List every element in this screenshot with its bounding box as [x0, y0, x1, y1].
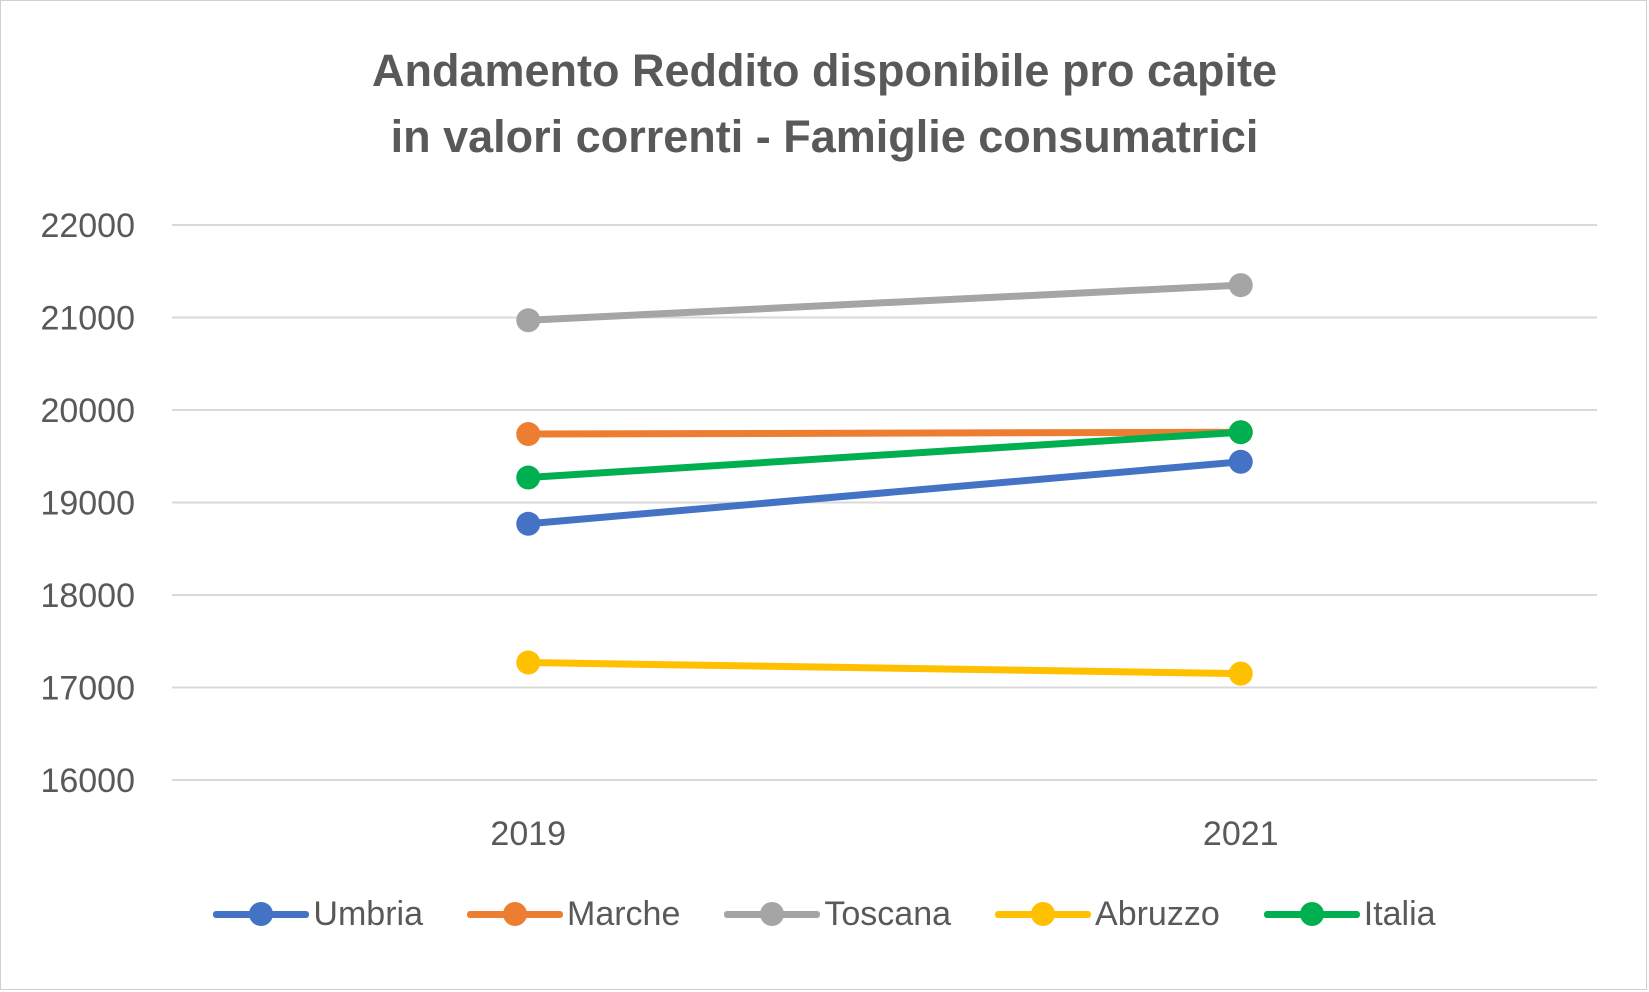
series-line — [524, 428, 1245, 438]
gridlines — [172, 224, 1597, 781]
legend-item-marche: Marche — [467, 897, 680, 931]
series-lines — [516, 273, 1253, 686]
series-line — [524, 659, 1245, 678]
data-point — [1228, 420, 1253, 445]
legend-marker-icon — [467, 899, 563, 929]
data-point — [1228, 449, 1253, 474]
data-point — [516, 511, 541, 536]
series-abruzzo — [516, 650, 1253, 686]
legend-label: Toscana — [824, 895, 952, 933]
legend-marker-icon — [213, 899, 310, 929]
data-point — [1228, 273, 1253, 298]
legend-marker-icon — [724, 899, 821, 929]
data-point — [516, 650, 541, 675]
legend-item-toscana: Toscana — [724, 897, 951, 931]
series-line — [524, 428, 1245, 482]
series-umbria — [516, 449, 1253, 536]
x-tick-label: 2019 — [490, 815, 566, 853]
series-line — [524, 458, 1245, 528]
legend-item-italia: Italia — [1263, 895, 1436, 933]
x-tick-label: 2021 — [1203, 815, 1279, 853]
y-tick-label: 20000 — [40, 392, 135, 430]
legend-label: Abruzzo — [1095, 895, 1220, 933]
series-italia — [516, 420, 1253, 490]
legend-item-abruzzo: Abruzzo — [995, 897, 1220, 931]
y-axis-ticks: 16000 17000 18000 19000 20000 21000 22000 — [40, 207, 135, 800]
series-line — [524, 281, 1245, 324]
y-tick-label: 19000 — [40, 485, 135, 523]
legend-label: Italia — [1363, 895, 1436, 933]
legend-label: Umbria — [313, 895, 423, 933]
legend: Umbria Marche Toscana Abruzzo Italia — [0, 897, 1649, 931]
data-point — [516, 465, 541, 490]
y-tick-label: 21000 — [40, 300, 135, 338]
chart-title: Andamento Reddito disponibile pro capite… — [0, 38, 1649, 170]
chart-title-line-2: in valori correnti - Famiglie consumatri… — [390, 111, 1259, 162]
y-tick-label: 22000 — [40, 207, 135, 245]
data-point — [516, 422, 541, 447]
legend-item-umbria: Umbria — [213, 897, 423, 931]
x-axis-ticks: 2019 2021 — [490, 815, 1278, 853]
series-marche — [516, 420, 1253, 447]
y-tick-label: 17000 — [40, 670, 135, 708]
data-point — [516, 308, 541, 333]
legend-label: Marche — [567, 895, 681, 933]
chart-title-line-1: Andamento Reddito disponibile pro capite — [371, 45, 1278, 96]
data-point — [1228, 661, 1253, 686]
legend-marker-icon — [1263, 899, 1360, 929]
y-tick-label: 18000 — [40, 577, 135, 615]
series-toscana — [516, 273, 1253, 333]
y-tick-label: 16000 — [40, 762, 135, 800]
legend-marker-icon — [995, 899, 1092, 929]
